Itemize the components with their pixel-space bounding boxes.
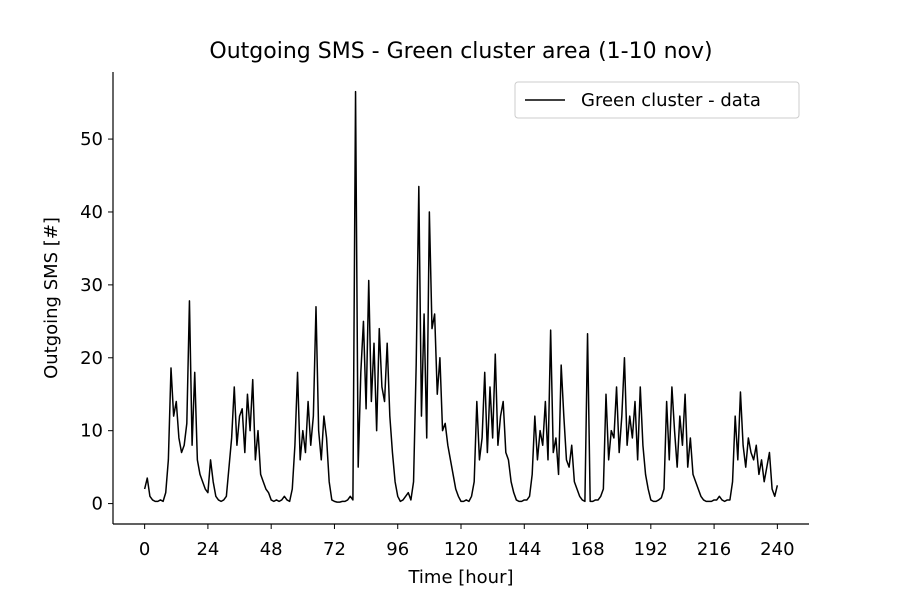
x-tick-label: 240 [760,539,794,560]
x-tick-label: 216 [697,539,731,560]
chart-title: Outgoing SMS - Green cluster area (1-10 … [209,39,712,64]
x-tick-label: 72 [323,539,346,560]
legend-label: Green cluster - data [581,90,761,111]
y-tick-label: 10 [80,421,103,442]
x-tick-label: 48 [260,539,283,560]
y-tick-label: 40 [80,202,103,223]
x-tick-label: 120 [444,539,478,560]
y-tick-label: 20 [80,348,103,369]
x-tick-label: 0 [139,539,150,560]
x-tick-label: 168 [570,539,604,560]
legend-box [514,81,800,119]
y-tick-label: 50 [80,129,103,150]
y-tick-label: 30 [80,275,103,296]
x-tick-label: 144 [507,539,541,560]
y-tick-label: 0 [92,494,103,515]
y-axis-label: Outgoing SMS [#] [41,217,62,379]
data-line [143,90,779,503]
x-axis-label: Time [hour] [407,567,513,588]
x-tick-label: 192 [634,539,668,560]
x-tick-label: 24 [196,539,219,560]
x-tick-label: 96 [386,539,409,560]
